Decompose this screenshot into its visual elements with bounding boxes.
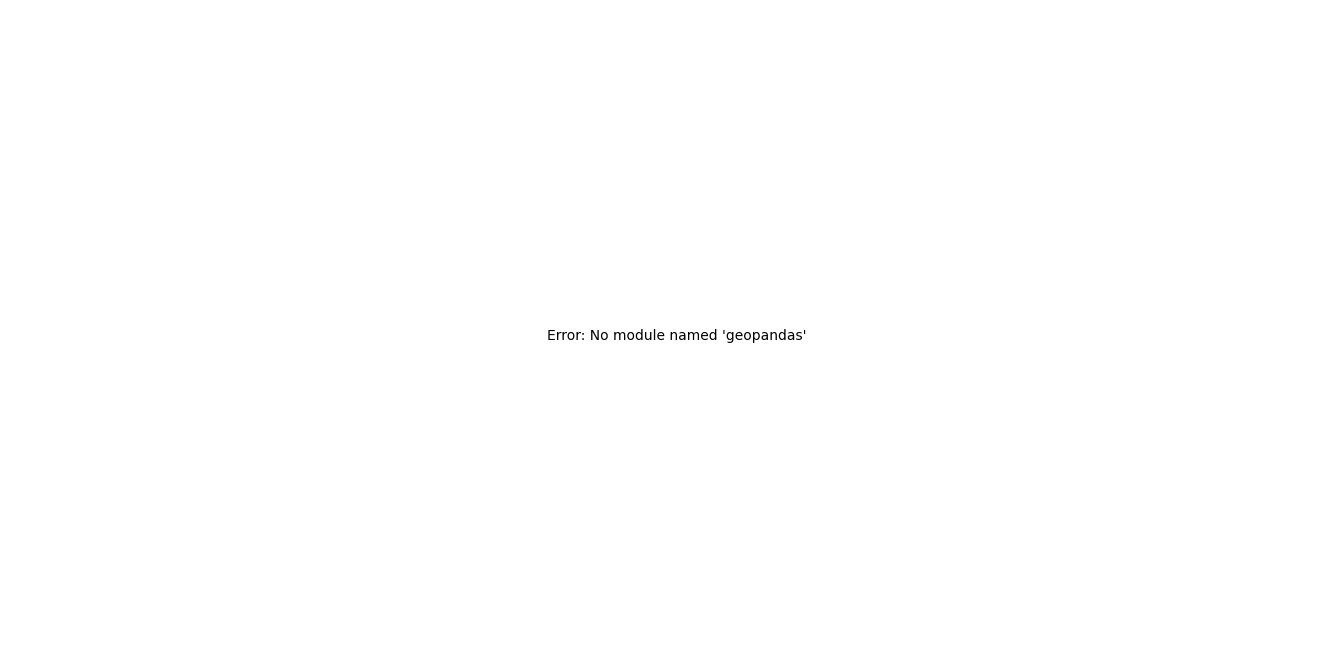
- Text: Error: No module named 'geopandas': Error: No module named 'geopandas': [546, 329, 807, 343]
